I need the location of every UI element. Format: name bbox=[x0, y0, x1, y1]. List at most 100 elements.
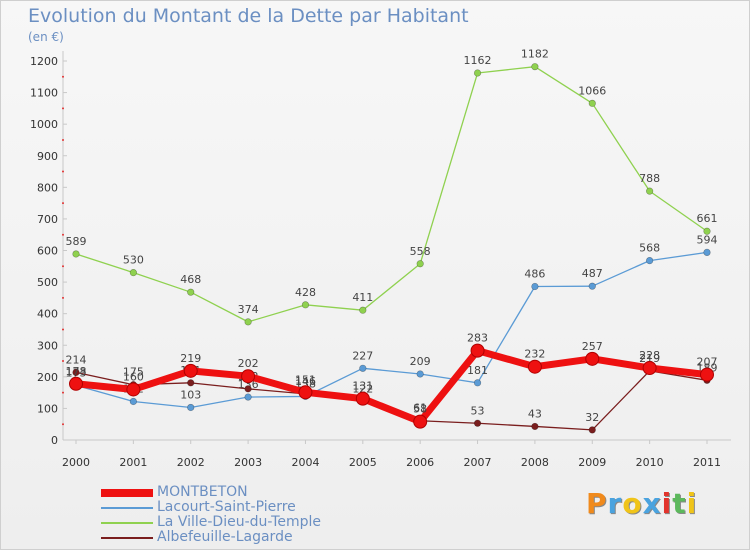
data-point-albefeuille-lagarde bbox=[473, 419, 482, 427]
data-point-montbeton bbox=[585, 351, 600, 366]
legend-label-lacourt-saint-pierre: Lacourt-Saint-Pierre bbox=[157, 499, 296, 515]
y-tick-label: 1100 bbox=[30, 87, 58, 100]
data-label-montbeton: 232 bbox=[524, 348, 545, 361]
legend-item-albefeuille-lagarde: Albefeuille-Lagarde bbox=[101, 530, 321, 545]
data-point-lacourt-saint-pierre bbox=[244, 393, 252, 401]
data-point-lacourt-saint-pierre bbox=[531, 282, 539, 291]
y-minor-tick bbox=[62, 423, 64, 426]
data-label-albefeuille-lagarde: 214 bbox=[66, 353, 87, 366]
data-point-la-ville-dieu-du-temple bbox=[588, 99, 596, 107]
y-tick-label: 500 bbox=[37, 276, 58, 289]
data-label-la-ville-dieu-du-temple: 374 bbox=[238, 303, 259, 316]
logo-letter: o bbox=[622, 487, 643, 520]
data-label-la-ville-dieu-du-temple: 428 bbox=[295, 286, 316, 299]
y-tick-label: 300 bbox=[37, 339, 58, 352]
x-tick-label: 2005 bbox=[349, 456, 377, 469]
data-point-albefeuille-lagarde bbox=[72, 368, 80, 377]
legend: MONTBETON Lacourt-Saint-Pierre La Ville-… bbox=[101, 485, 321, 545]
data-point-la-ville-dieu-du-temple bbox=[301, 301, 310, 309]
chart-unit: (en €) bbox=[28, 30, 64, 44]
data-point-la-ville-dieu-du-temple bbox=[531, 63, 539, 71]
data-label-la-ville-dieu-du-temple: 411 bbox=[352, 291, 373, 304]
chart-title: Evolution du Montant de la Dette par Hab… bbox=[28, 5, 469, 27]
y-minor-tick bbox=[62, 202, 64, 205]
y-tick-label: 200 bbox=[37, 371, 58, 384]
data-label-la-ville-dieu-du-temple: 468 bbox=[180, 273, 201, 286]
legend-item-la-ville-dieu-du-temple: La Ville-Dieu-du-Temple bbox=[101, 515, 321, 530]
x-tick-label: 2004 bbox=[291, 456, 319, 469]
data-point-la-ville-dieu-du-temple bbox=[703, 227, 711, 235]
data-point-albefeuille-lagarde bbox=[244, 385, 252, 393]
data-label-la-ville-dieu-du-temple: 1182 bbox=[521, 48, 549, 61]
x-tick-label: 2008 bbox=[521, 456, 549, 469]
data-label-albefeuille-lagarde: 43 bbox=[528, 407, 542, 420]
data-point-lacourt-saint-pierre bbox=[703, 248, 711, 256]
data-label-montbeton: 257 bbox=[582, 340, 603, 353]
data-label-montbeton: 58 bbox=[413, 403, 427, 416]
y-minor-tick bbox=[62, 265, 64, 268]
data-label-lacourt-saint-pierre: 568 bbox=[639, 242, 660, 255]
y-minor-tick bbox=[62, 391, 64, 394]
logo-letter: i bbox=[686, 487, 698, 520]
series-line-lacourt-saint-pierre bbox=[75, 251, 708, 409]
logo-letter: r bbox=[607, 487, 623, 520]
data-label-albefeuille-lagarde: 146 bbox=[295, 375, 316, 388]
data-label-montbeton: 207 bbox=[697, 356, 718, 369]
data-label-lacourt-saint-pierre: 209 bbox=[410, 355, 431, 368]
data-label-albefeuille-lagarde: 61 bbox=[413, 402, 427, 415]
legend-item-lacourt-saint-pierre: Lacourt-Saint-Pierre bbox=[101, 500, 321, 515]
legend-swatch-montbeton bbox=[101, 488, 153, 497]
y-tick-label: 100 bbox=[37, 402, 58, 415]
data-point-la-ville-dieu-du-temple bbox=[473, 69, 482, 77]
data-point-montbeton bbox=[527, 359, 542, 374]
y-minor-tick bbox=[62, 296, 64, 299]
data-point-la-ville-dieu-du-temple bbox=[359, 306, 367, 314]
data-point-montbeton bbox=[69, 376, 83, 391]
y-tick-label: 0 bbox=[51, 434, 58, 447]
data-label-albefeuille-lagarde: 53 bbox=[471, 404, 485, 417]
data-label-la-ville-dieu-du-temple: 1162 bbox=[464, 54, 492, 67]
data-point-lacourt-saint-pierre bbox=[129, 397, 137, 406]
y-tick-label: 400 bbox=[37, 308, 58, 321]
data-label-lacourt-saint-pierre: 138 bbox=[295, 377, 316, 390]
data-label-albefeuille-lagarde: 122 bbox=[352, 382, 373, 395]
x-tick-label: 2003 bbox=[234, 456, 262, 469]
x-tick-label: 2002 bbox=[177, 456, 205, 469]
x-tick-label: 2010 bbox=[636, 456, 664, 469]
data-point-montbeton bbox=[642, 360, 657, 375]
data-point-montbeton bbox=[413, 414, 428, 429]
data-label-montbeton: 228 bbox=[639, 349, 660, 362]
data-point-lacourt-saint-pierre bbox=[588, 282, 596, 290]
x-tick-label: 2000 bbox=[62, 456, 90, 469]
data-point-la-ville-dieu-du-temple bbox=[244, 318, 252, 326]
data-point-montbeton bbox=[298, 385, 313, 400]
data-label-montbeton: 151 bbox=[295, 373, 316, 386]
data-label-lacourt-saint-pierre: 487 bbox=[582, 267, 603, 280]
data-point-montbeton bbox=[241, 369, 256, 384]
data-label-montbeton: 160 bbox=[123, 370, 144, 383]
data-label-lacourt-saint-pierre: 594 bbox=[697, 233, 718, 246]
data-label-la-ville-dieu-du-temple: 1066 bbox=[578, 84, 606, 97]
logo-letter: t bbox=[672, 487, 687, 520]
y-minor-tick bbox=[62, 170, 64, 173]
data-point-montbeton bbox=[183, 363, 198, 378]
y-minor-tick bbox=[62, 107, 64, 110]
data-point-montbeton bbox=[470, 343, 485, 358]
x-tick-label: 2009 bbox=[578, 456, 606, 469]
data-label-lacourt-saint-pierre: 181 bbox=[467, 364, 488, 377]
legend-swatch-la-ville-dieu-du-temple bbox=[101, 521, 153, 524]
data-label-la-ville-dieu-du-temple: 661 bbox=[697, 212, 718, 225]
data-point-lacourt-saint-pierre bbox=[416, 370, 424, 378]
data-point-la-ville-dieu-du-temple bbox=[187, 288, 195, 296]
data-point-albefeuille-lagarde bbox=[187, 379, 195, 387]
y-tick-label: 1200 bbox=[30, 55, 58, 68]
data-label-montbeton: 178 bbox=[66, 365, 87, 378]
data-label-montbeton: 202 bbox=[238, 357, 259, 370]
x-tick-label: 2007 bbox=[464, 456, 492, 469]
data-point-lacourt-saint-pierre bbox=[473, 379, 482, 387]
data-label-albefeuille-lagarde: 32 bbox=[585, 411, 599, 424]
data-point-albefeuille-lagarde bbox=[531, 422, 539, 431]
x-tick-label: 2006 bbox=[406, 456, 434, 469]
